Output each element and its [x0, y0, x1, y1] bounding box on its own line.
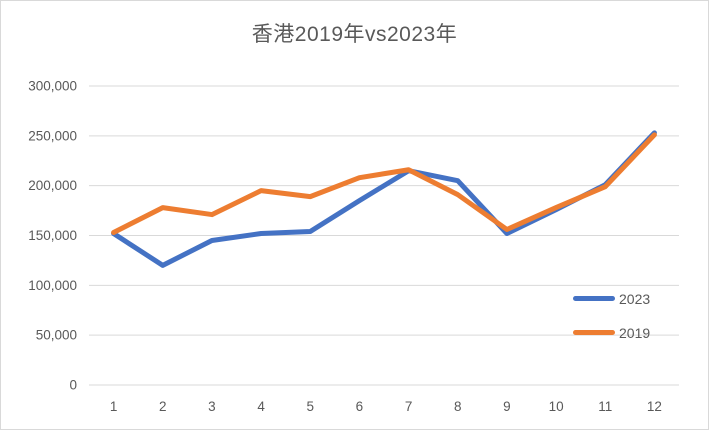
- y-axis-tick-label: 250,000: [28, 128, 77, 143]
- x-axis-tick-label: 5: [306, 399, 314, 414]
- x-axis-tick-label: 9: [503, 399, 511, 414]
- legend: 2023 2019: [573, 290, 683, 358]
- x-axis-tick-label: 2: [159, 399, 167, 414]
- legend-item-2019: 2019: [573, 324, 683, 341]
- x-axis-tick-label: 11: [598, 399, 612, 414]
- x-axis-tick-label: 1: [110, 399, 118, 414]
- y-axis-tick-label: 200,000: [28, 178, 77, 193]
- y-axis-tick-label: 50,000: [36, 328, 77, 343]
- chart-title: 香港2019年vs2023年: [251, 23, 458, 46]
- y-axis-tick-label: 100,000: [28, 278, 77, 293]
- legend-line-2019-icon: [573, 330, 615, 335]
- legend-label-2023: 2023: [619, 290, 651, 307]
- legend-label-2019: 2019: [619, 324, 651, 341]
- x-axis-tick-label: 8: [454, 399, 462, 414]
- x-axis-tick-label: 6: [356, 399, 364, 414]
- y-axis-tick-label: 300,000: [28, 79, 77, 94]
- series-line-2019: [111, 132, 657, 236]
- legend-line-2023-icon: [573, 296, 615, 301]
- x-axis-tick-label: 7: [405, 399, 413, 414]
- y-axis-tick-label: 150,000: [28, 228, 77, 243]
- y-axis-tick-label: 0: [69, 378, 77, 393]
- legend-item-2023: 2023: [573, 290, 683, 307]
- x-axis-tick-label: 3: [208, 399, 216, 414]
- x-axis-tick-label: 4: [257, 399, 265, 414]
- x-axis-tick-label: 10: [549, 399, 564, 414]
- x-axis-tick-label: 12: [647, 399, 662, 414]
